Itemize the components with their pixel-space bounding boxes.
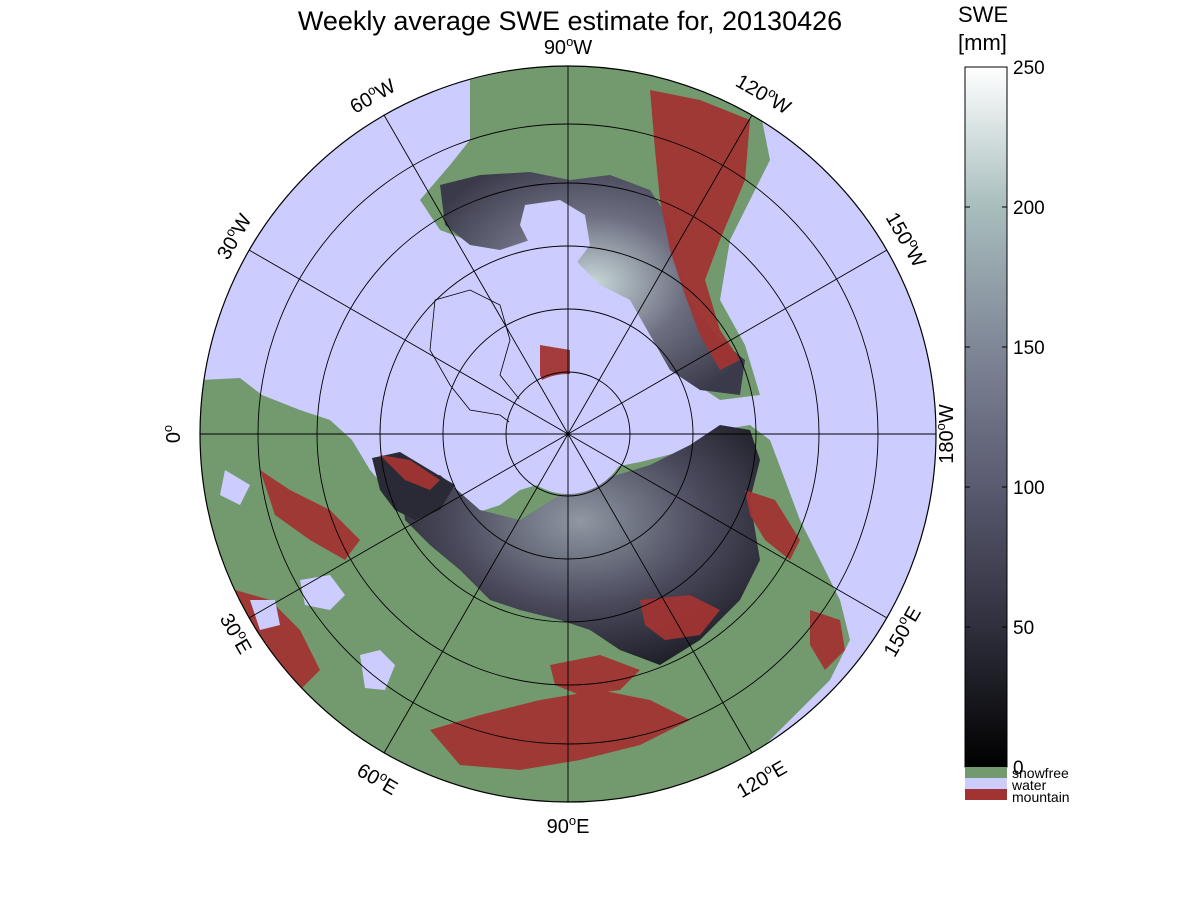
graticule — [200, 66, 936, 802]
snowfree-label: snowfree — [1012, 765, 1069, 781]
colorbar-tick-label: 150 — [1013, 338, 1045, 359]
colorbar-title: SWE — [958, 2, 1008, 27]
svg-text:90oW: 90oW — [544, 34, 592, 59]
colorbar-gradient — [964, 66, 1008, 768]
lon-label-0: 0o — [160, 425, 185, 443]
colorbar: SWE [mm] 250 200 150 100 50 0 snowfree water … — [958, 2, 1070, 805]
colorbar-ticks: 250 200 150 100 50 0 — [965, 58, 1045, 779]
inland-waters — [220, 470, 395, 690]
water-label: water — [1011, 777, 1047, 793]
svg-text:90oE: 90oE — [547, 813, 590, 838]
map-title: Weekly average SWE estimate for, 2013042… — [297, 6, 843, 36]
mountain-label: mountain — [1012, 789, 1070, 805]
polar-map — [200, 66, 936, 802]
svg-text:0o: 0o — [160, 425, 185, 443]
colorbar-unit: [mm] — [958, 30, 1007, 55]
svg-text:60oE: 60oE — [353, 757, 403, 800]
snowfree-swatch — [965, 767, 1007, 778]
lon-label-60e: 60oE — [353, 757, 403, 800]
lon-label-180w: 180oW — [933, 404, 958, 464]
svg-text:120oE: 120oE — [732, 754, 791, 803]
colorbar-tick-label: 200 — [1013, 198, 1045, 219]
lon-label-120e: 120oE — [732, 754, 791, 803]
svg-text:180oW: 180oW — [933, 404, 958, 464]
colorbar-tick-label: 0 — [1013, 758, 1024, 779]
colorbar-tick-label: 50 — [1013, 618, 1034, 639]
lon-label-90e: 90oE — [547, 813, 590, 838]
colorbar-categories: snowfree water mountain — [965, 765, 1070, 805]
lon-label-90w: 90oW — [544, 34, 592, 59]
globe-border — [199, 65, 937, 803]
mountain-swatch — [965, 789, 1007, 800]
colorbar-tick-label: 250 — [1013, 58, 1045, 79]
colorbar-tick-label: 100 — [1013, 478, 1045, 499]
water-swatch — [965, 778, 1007, 789]
